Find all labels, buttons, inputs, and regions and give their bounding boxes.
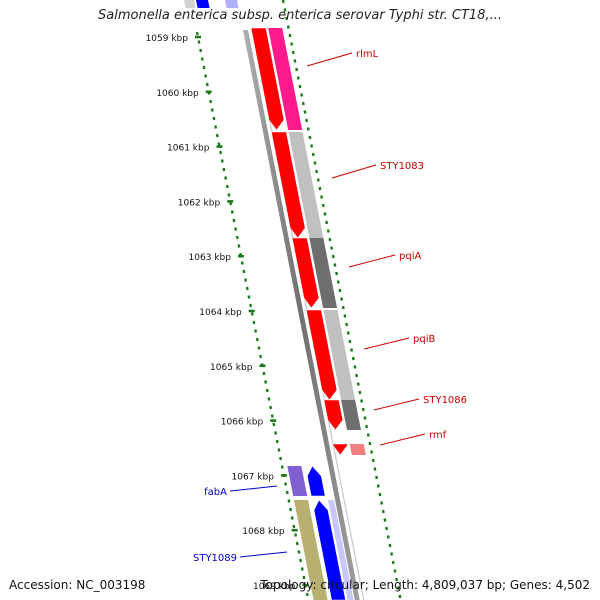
leader-line-faba [229,485,278,492]
gene-label-rlml: rlmL [356,49,379,60]
gene-label-pqia: pqiA [399,251,421,262]
partial-cds-top [196,0,210,8]
gene-box-sty1083 [288,132,324,238]
backbone-bar [243,30,360,600]
cds-arrow-rmf [332,443,349,456]
tick-rail-right [281,0,402,599]
accession-text: Accession: NC_003198 [9,578,146,592]
tick-label-1065-kbp: 1065 kbp [210,363,253,373]
tick-label-1061-kbp: 1061 kbp [167,144,210,154]
gene-label-pqib: pqiB [413,334,435,345]
tick-label-1064-kbp: 1064 kbp [199,308,242,318]
gene-box-rmf [349,444,366,455]
topology-text: Topology: circular; Length: 4,809,037 bp… [260,578,590,592]
gene-box-pqia [309,238,338,308]
cds-arrow-sty1086 [323,399,344,431]
tick-label-1068-kbp: 1068 kbp [242,527,285,537]
tick-label-1063-kbp: 1063 kbp [189,253,232,263]
tick-label-1059-kbp: 1059 kbp [146,34,189,44]
partial-gene-top-light [225,0,239,8]
gene-label-sty1083: STY1083 [380,161,424,172]
gene-label-faba: fabA [204,487,227,498]
leader-line-rlml [306,52,353,67]
gene-label-sty1086: STY1086 [423,395,467,406]
tick-label-1062-kbp: 1062 kbp [178,198,221,208]
tick-label-1060-kbp: 1060 kbp [156,89,199,99]
cds-arrow-pqia [291,237,320,309]
leader-line-pqia [348,254,396,268]
leader-line-rmf [379,433,426,446]
tick-marks: 1059 kbp 1060 kbp 1061 kbp 1062 kbp 1063 kbp… [146,0,402,599]
gene-labels: rlmL STY1083 pqiA pqiB STY1086 rmf fabA STY1089 [193,49,467,564]
gene-label-sty1089: STY1089 [193,553,237,564]
cds-arrow-pqib [305,309,338,401]
gene-box-faba [287,466,308,496]
leader-line-sty1089 [239,551,288,558]
gene-box-sty1089 [294,500,328,600]
reverse-cds-shadow [328,500,354,600]
cds-arrow-faba [306,465,326,497]
tick-label-1066-kbp: 1066 kbp [221,418,264,428]
genome-title: Salmonella enterica subsp. enterica sero… [98,8,502,23]
gene-label-rmf: rmf [429,430,447,441]
gene-box-pqib [323,310,356,400]
cds-arrow-sty1083 [271,131,306,239]
leader-line-sty1083 [331,164,377,179]
tick-label-1069-kbp: 1069 kbp [253,582,296,592]
cds-arrow-rlml [250,27,285,131]
tick-label-1067-kbp: 1067 kbp [232,472,275,482]
leader-line-pqib [363,337,410,350]
partial-gene-top [184,0,196,8]
gene-features [184,0,366,600]
leader-line-sty1086 [373,398,420,411]
cds-arrow-sty1089 [313,499,346,600]
gene-box-rlml [268,28,303,130]
gene-box-sty1086 [341,400,361,430]
tick-rail-left [195,31,309,597]
